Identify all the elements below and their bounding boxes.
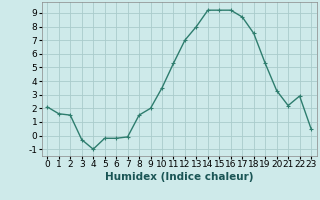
X-axis label: Humidex (Indice chaleur): Humidex (Indice chaleur) — [105, 172, 253, 182]
